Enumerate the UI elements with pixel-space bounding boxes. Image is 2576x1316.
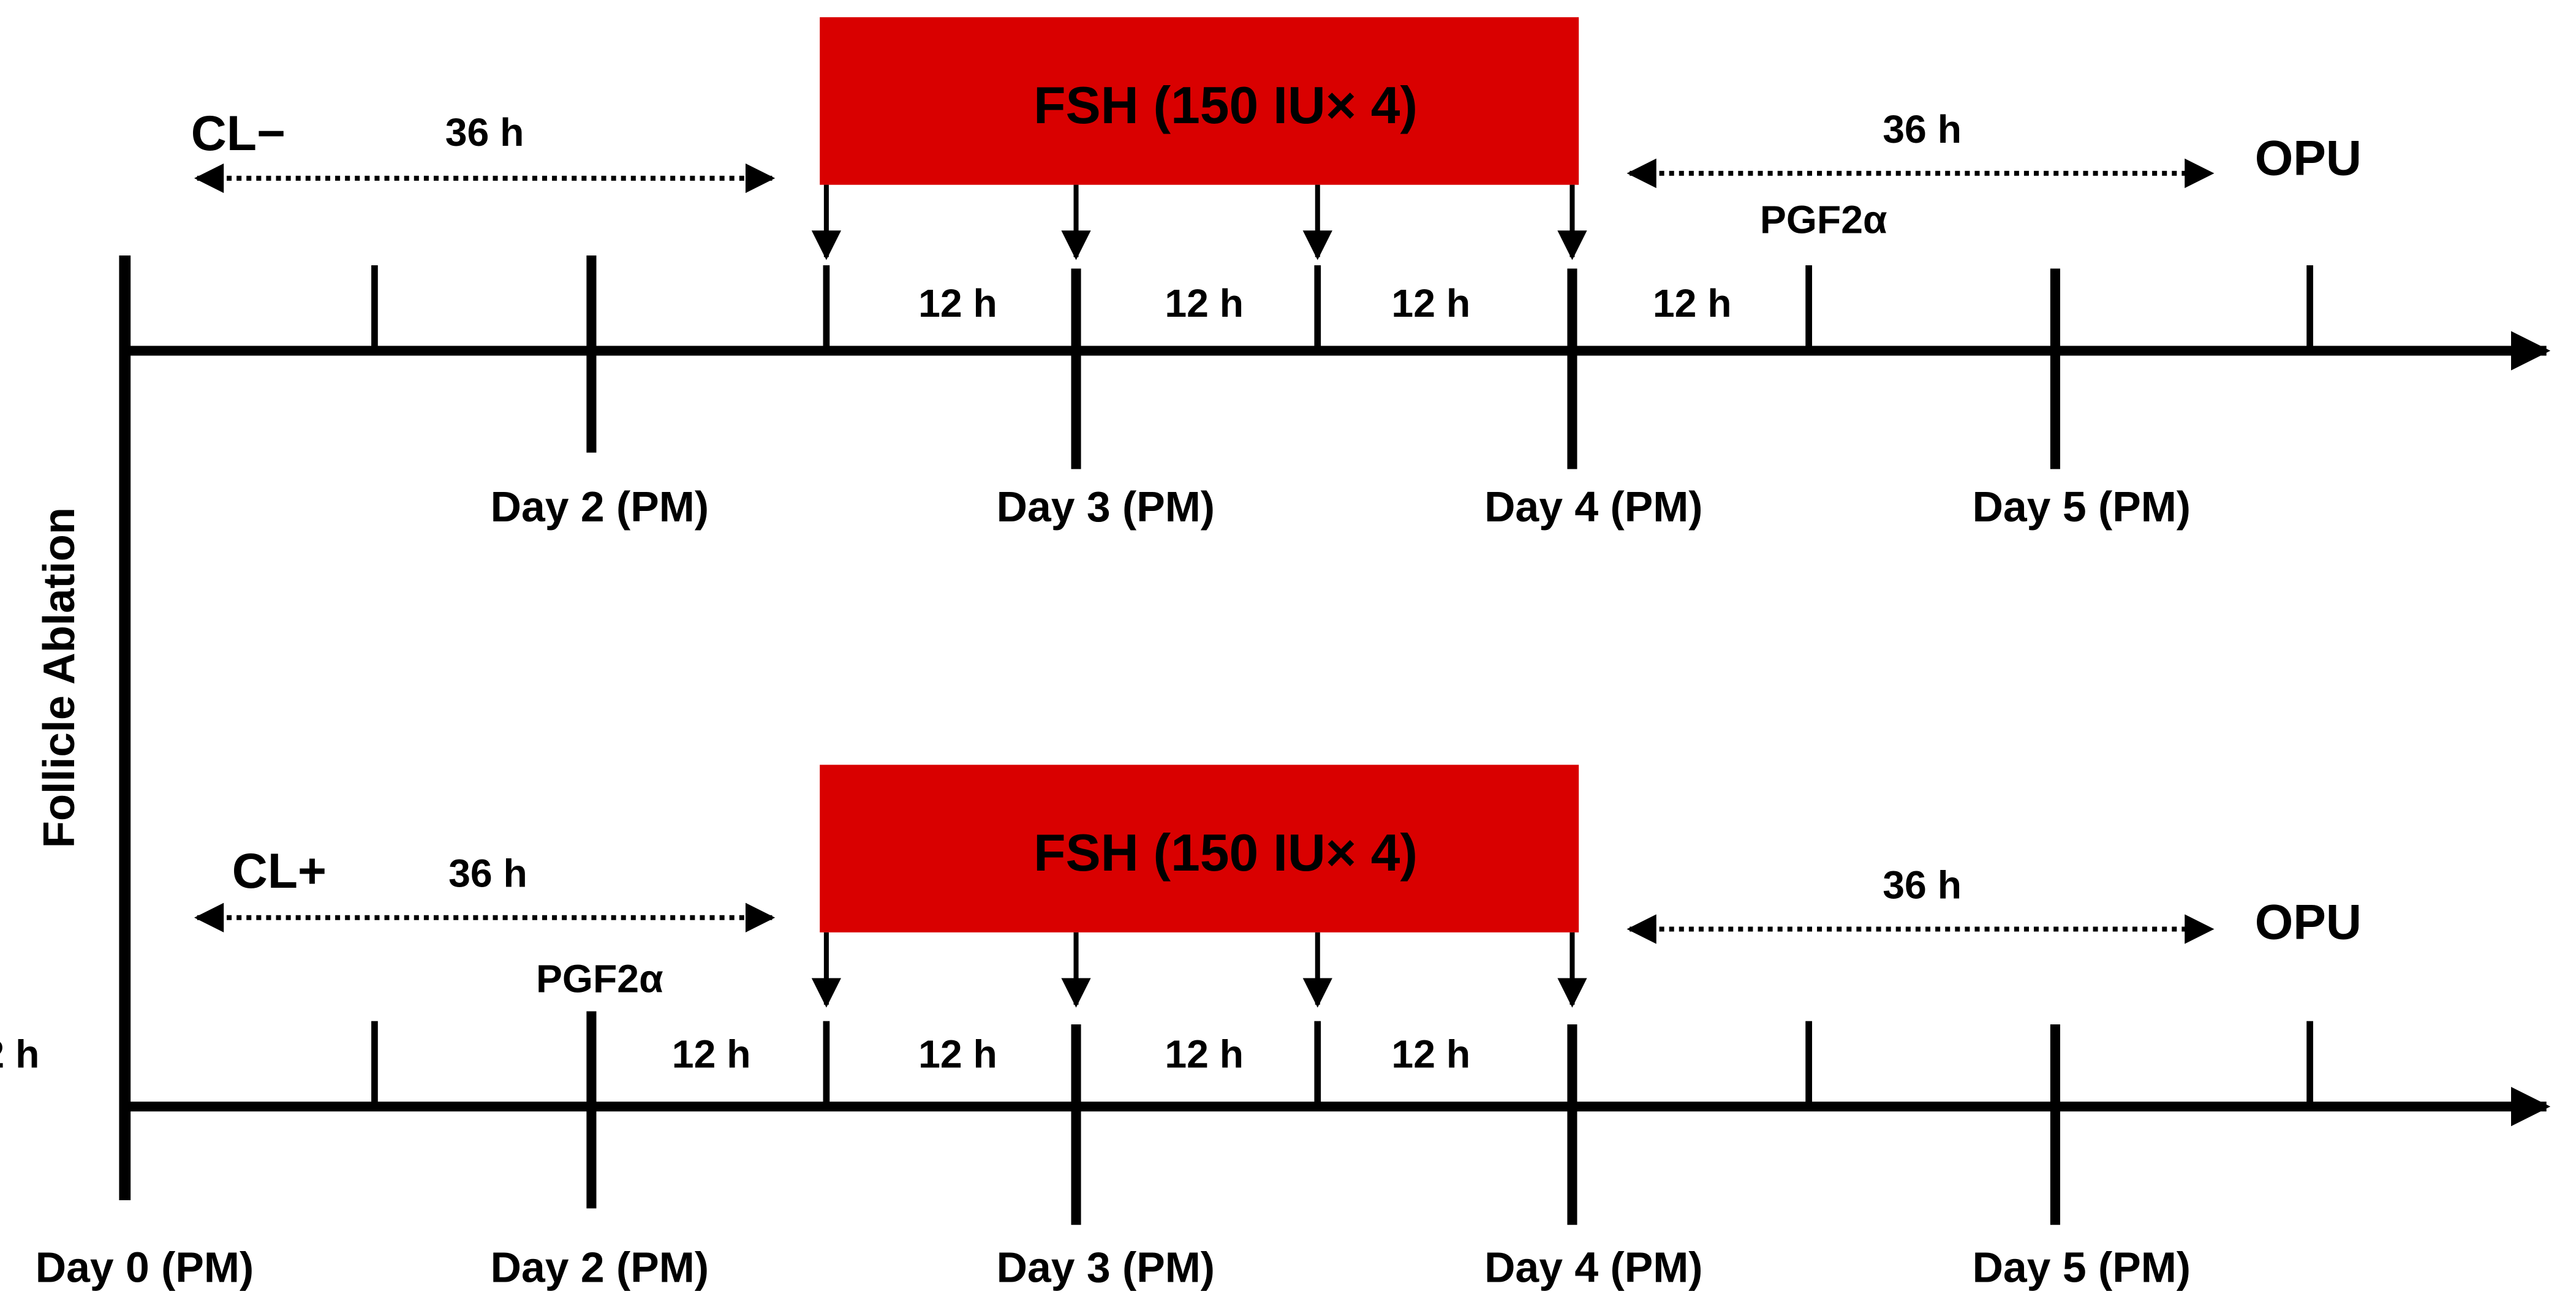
side-label: Follicle Ablation [34, 507, 84, 848]
interval-label: 12 h [672, 1032, 751, 1076]
interval-label: 12 h [1391, 1032, 1470, 1076]
fsh-label: FSH (150 IU× 4) [1033, 76, 1418, 135]
group-label: CL− [191, 106, 285, 161]
day-label: Day 2 (PM) [491, 483, 709, 531]
day-label: Day 3 (PM) [997, 1244, 1215, 1291]
fsh-box [820, 765, 1579, 932]
day-label: Day 5 (PM) [1973, 1244, 2191, 1291]
group-label: CL+ [232, 844, 327, 899]
day-label: Day 4 (PM) [1484, 483, 1702, 531]
interval-label: 36 h [1883, 107, 1962, 151]
interval-label: 12 h [1391, 281, 1470, 325]
interval-label: 36 h [448, 852, 527, 896]
day-label: Day 2 (PM) [491, 1244, 709, 1291]
opu-label: OPU [2255, 894, 2362, 950]
interval-label: 36 h [1883, 863, 1962, 907]
interval-label: 12 h [918, 281, 997, 325]
day-label: Day 4 (PM) [1484, 1244, 1702, 1291]
pgf-label: PGF2α [1760, 197, 1887, 241]
fsh-label: FSH (150 IU× 4) [1033, 823, 1418, 882]
interval-label: 12 h [918, 1032, 997, 1076]
opu-label: OPU [2255, 130, 2362, 186]
interval-label: 36 h [445, 110, 524, 154]
day-label: Day 0 (PM) [36, 1244, 254, 1291]
interval-label: 12 h [0, 1032, 39, 1076]
pgf-label: PGF2α [536, 956, 663, 1000]
fsh-box [820, 17, 1579, 185]
day-label: Day 3 (PM) [997, 483, 1215, 531]
interval-label: 12 h [1165, 1032, 1244, 1076]
interval-label: 12 h [1653, 281, 1732, 325]
day-label: Day 5 (PM) [1973, 483, 2191, 531]
interval-label: 12 h [1165, 281, 1244, 325]
